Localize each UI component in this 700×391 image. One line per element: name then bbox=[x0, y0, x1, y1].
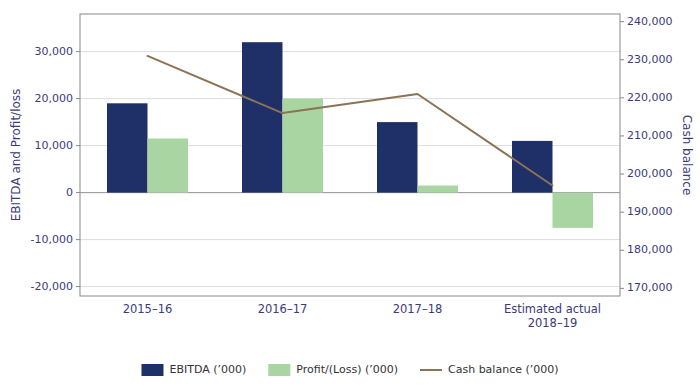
legend-swatch bbox=[268, 364, 290, 376]
legend-item: Cash balance (’000) bbox=[420, 363, 559, 376]
legend-item: Profit/(Loss) (’000) bbox=[268, 363, 398, 376]
chart: -20,000 -10,000 0 10,000 20,000 30,000 170,000… bbox=[0, 0, 700, 391]
legend: EBITDA (’000) Profit/(Loss) (’000) Cash ba… bbox=[141, 363, 558, 376]
y2-tick bbox=[620, 288, 624, 289]
y2-tick-label: 190,000 bbox=[627, 205, 673, 218]
legend-swatch bbox=[420, 369, 442, 371]
bar bbox=[377, 122, 418, 193]
y2-tick bbox=[620, 59, 624, 60]
x-tick-label: Estimated actual2018–19 bbox=[504, 302, 601, 330]
legend-swatch bbox=[141, 364, 163, 376]
y-tick bbox=[76, 239, 80, 240]
bar bbox=[418, 186, 459, 193]
grid-line bbox=[80, 51, 620, 52]
y2-tick-label: 200,000 bbox=[627, 167, 673, 180]
y2-tick bbox=[620, 250, 624, 251]
bar bbox=[148, 139, 189, 193]
y2-tick-label: 170,000 bbox=[627, 281, 673, 294]
x-tick-label: 2015–16 bbox=[123, 302, 173, 316]
axes: -20,000 -10,000 0 10,000 20,000 30,000 170,000… bbox=[31, 14, 673, 330]
legend-label: Profit/(Loss) (’000) bbox=[296, 363, 398, 376]
y-tick bbox=[76, 286, 80, 287]
y-tick bbox=[76, 51, 80, 52]
y2-tick bbox=[620, 21, 624, 22]
bar bbox=[512, 141, 553, 193]
y2-tick bbox=[620, 97, 624, 98]
y-tick-label: 0 bbox=[66, 186, 73, 199]
y-tick bbox=[76, 145, 80, 146]
y2-tick bbox=[620, 135, 624, 136]
y-tick-label: -10,000 bbox=[31, 233, 73, 246]
y2-axis-label: Cash balance bbox=[680, 115, 694, 196]
y2-tick-label: 210,000 bbox=[627, 129, 673, 142]
plot-frame bbox=[80, 14, 620, 296]
y2-tick-label: 180,000 bbox=[627, 243, 673, 256]
y2-tick bbox=[620, 174, 624, 175]
bar bbox=[242, 42, 283, 192]
legend-label: Cash balance (’000) bbox=[448, 363, 559, 376]
x-tick-label: 2016–17 bbox=[258, 302, 308, 316]
legend-item: EBITDA (’000) bbox=[141, 363, 246, 376]
line bbox=[148, 56, 553, 186]
grid-line bbox=[80, 98, 620, 99]
y-axis-label: EBITDA and Profit/loss bbox=[9, 89, 23, 222]
marks bbox=[107, 42, 593, 228]
grid-line bbox=[80, 239, 620, 240]
y2-tick-label: 230,000 bbox=[627, 53, 673, 66]
y-tick bbox=[76, 98, 80, 99]
x-tick-label: 2017–18 bbox=[393, 302, 443, 316]
bar bbox=[107, 103, 148, 192]
y-tick-label: 20,000 bbox=[35, 92, 74, 105]
y-tick-label: 10,000 bbox=[35, 139, 74, 152]
y-tick-label: 30,000 bbox=[35, 45, 74, 58]
y-tick-label: -20,000 bbox=[31, 280, 73, 293]
y2-tick-label: 220,000 bbox=[627, 91, 673, 104]
bar bbox=[553, 193, 594, 228]
grid-line bbox=[80, 286, 620, 287]
grid bbox=[80, 52, 620, 287]
legend-label: EBITDA (’000) bbox=[169, 363, 246, 376]
y2-tick-label: 240,000 bbox=[627, 15, 673, 28]
y-tick bbox=[76, 192, 80, 193]
y2-tick bbox=[620, 212, 624, 213]
